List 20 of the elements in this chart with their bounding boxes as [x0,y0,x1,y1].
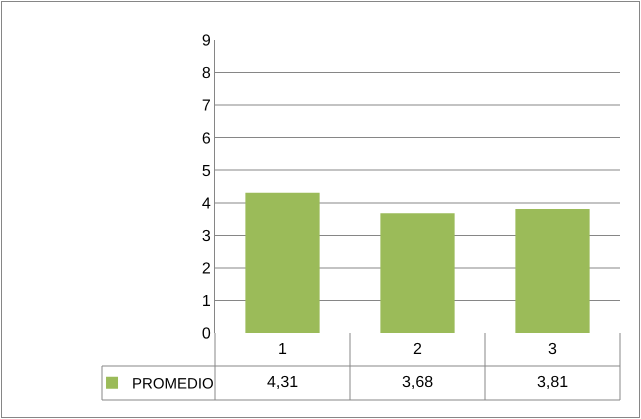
y-tick-label: 3 [202,228,211,245]
y-tick-label: 5 [202,162,211,180]
y-tick-label: 4 [202,195,211,212]
data-label: 3,81 [537,374,568,391]
y-tick-label: 7 [202,98,211,115]
bar [380,213,455,333]
legend-label: PROMEDIO [132,376,214,393]
y-tick-label: 6 [202,130,211,148]
bar [245,192,320,333]
x-tick-label: 2 [413,341,422,358]
data-label: 3,68 [402,374,434,391]
bar [515,208,590,333]
y-tick-label: 1 [202,293,211,310]
y-tick-label: 2 [202,260,211,278]
x-tick-label: 3 [548,341,557,358]
y-tick-label: 9 [202,32,211,50]
data-label: 4,31 [267,374,298,391]
x-tick-label: 1 [278,341,287,358]
y-tick-label: 0 [202,326,211,343]
y-tick-label: 8 [202,65,211,82]
